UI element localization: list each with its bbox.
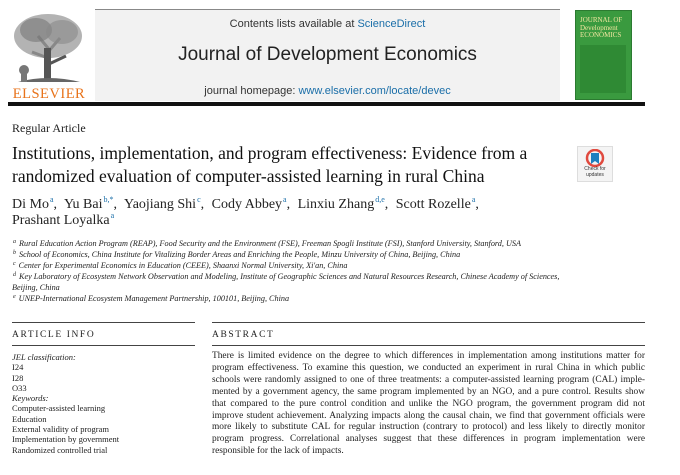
abstract-text: There is limited evidence on the degree … — [212, 351, 645, 458]
badge-text: Check for updates — [578, 166, 612, 178]
author: Di Moa — [12, 195, 61, 213]
affiliation-mark: d — [13, 272, 16, 278]
masthead: Contents lists available at ScienceDirec… — [95, 9, 560, 101]
jel-code: I24 — [12, 362, 24, 373]
author-name: Di Mo — [12, 197, 49, 212]
author-affiliation-mark[interactable]: a — [110, 211, 115, 220]
affiliations: a Rural Education Action Program (REAP), … — [12, 238, 572, 304]
abstract-heading: ABSTRACT — [212, 330, 275, 340]
author-name: Cody Abbey — [211, 197, 283, 212]
contents-line: Contents lists available at ScienceDirec… — [95, 18, 560, 30]
check-updates-badge[interactable]: Check for updates — [577, 146, 613, 182]
affiliation-mark: b — [13, 250, 16, 256]
abstract-line: responsible for the lack of impacts. — [212, 446, 344, 457]
publisher-name: ELSEVIER — [13, 86, 85, 102]
badge-line: updates — [586, 171, 604, 178]
author: Scott Rozellea — [395, 195, 483, 213]
affiliation: d Key Laboratory of Ecosystem Network Obs… — [12, 271, 572, 293]
affiliation-mark: e — [13, 294, 16, 300]
author-affiliation-mark[interactable]: a — [49, 195, 54, 204]
header-rule — [8, 102, 645, 106]
affiliation-text: Key Laboratory of Ecosystem Network Obse… — [12, 272, 560, 292]
author-name: Yaojiang Shi — [123, 197, 197, 212]
homepage-line: journal homepage: www.elsevier.com/locat… — [95, 85, 560, 97]
affiliation: a Rural Education Action Program (REAP), … — [12, 238, 572, 249]
article-type: Regular Article — [12, 121, 86, 135]
contents-prefix: Contents lists available at — [229, 18, 355, 30]
article-info-heading: ARTICLE INFO — [12, 330, 96, 340]
jel-code: I28 — [12, 372, 24, 383]
author: Prashant Loyalkaa — [12, 211, 115, 229]
keyword: Computer-assisted learning — [12, 403, 106, 414]
abstract-line: more likely to substitute CAL for regula… — [212, 422, 645, 433]
journal-title: Journal of Development Economics — [178, 44, 477, 65]
affiliation-text: School of Economics, China Institute for… — [19, 250, 461, 259]
keywords-label: Keywords: — [12, 393, 49, 404]
homepage-label: journal homepage: — [204, 85, 296, 97]
cover-panel — [580, 45, 626, 93]
abstract-line: program progress. Correlational analyses… — [212, 434, 645, 445]
author-name: Yu Bai — [64, 197, 103, 212]
abstract-line: There is limited evidence on the degree … — [212, 351, 645, 361]
abstract-line: improve student achievement. Analyzing i… — [212, 410, 645, 421]
author: Yu Baib,* — [64, 195, 121, 213]
author: Linxiu Zhangd,e — [297, 195, 393, 213]
keyword: Randomized controlled trial — [12, 444, 108, 455]
affiliation-text: Center for Experimental Economics in Edu… — [18, 261, 348, 270]
author-affiliation-mark[interactable]: b,* — [103, 195, 114, 204]
keyword: Implementation by government — [12, 434, 120, 445]
cover-line: Development — [580, 23, 618, 32]
author: Cody Abbeya — [211, 195, 294, 213]
jel-label: JEL classification: — [12, 352, 76, 362]
sciencedirect-link[interactable]: ScienceDirect — [357, 18, 426, 30]
journal-cover: JOURNAL OF Development ECONOMICS — [575, 10, 632, 100]
affiliation-mark: c — [13, 261, 16, 267]
cover-line: ECONOMICS — [580, 31, 622, 39]
section-rule — [212, 345, 645, 346]
homepage-url[interactable]: www.elsevier.com/locate/devec — [298, 85, 451, 97]
author-name: Prashant Loyalka — [12, 213, 110, 228]
affiliation: e UNEP-International Ecosystem Management… — [12, 293, 572, 304]
article-title: Institutions, implementation, and progra… — [12, 143, 528, 186]
section-rule — [12, 345, 195, 346]
author-affiliation-mark[interactable]: d,e — [375, 195, 385, 204]
publisher-logo: ELSEVIER — [8, 8, 90, 102]
badge-line: Check for — [584, 166, 606, 172]
affiliation-mark: a — [13, 239, 16, 245]
affiliation: b School of Economics, China Institute fo… — [12, 249, 572, 260]
article-info: JEL classification: I24 I28 O33 Keywords: Com… — [12, 352, 119, 455]
affiliation: c Center for Experimental Economics in Ed… — [12, 260, 572, 271]
keyword: External validity of program — [12, 424, 110, 435]
abstract-line: schools were randomly assigned to one of… — [212, 374, 645, 385]
abstract-line: that compared to the pure control condit… — [212, 398, 645, 409]
author-affiliation-mark[interactable]: a — [283, 195, 287, 204]
author-affiliation-mark[interactable]: c — [197, 195, 201, 204]
keyword: Education — [12, 413, 47, 424]
section-rule — [12, 322, 195, 323]
affiliation-text: Rural Education Action Program (REAP), F… — [19, 239, 522, 248]
author: Yaojiang Shic — [123, 195, 208, 213]
jel-code: O33 — [12, 382, 27, 393]
cover-title: JOURNAL OF Development ECONOMICS — [580, 16, 628, 40]
cover-line: JOURNAL OF — [580, 16, 623, 24]
author-name: Linxiu Zhang — [297, 197, 375, 212]
badge-icon — [585, 149, 605, 167]
affiliation-text: UNEP-International Ecosystem Management … — [18, 294, 290, 303]
abstract-line: program effectiveness. To examine this q… — [212, 362, 645, 373]
authors: Di Moa Yu Baib,* Yaojiang Shic Cody Abbe… — [12, 195, 512, 229]
author-affiliation-mark[interactable]: a — [471, 195, 476, 204]
author-name: Scott Rozelle — [395, 197, 471, 212]
abstract-line: mented by a government agency, the same … — [212, 386, 645, 397]
section-rule — [212, 322, 645, 323]
